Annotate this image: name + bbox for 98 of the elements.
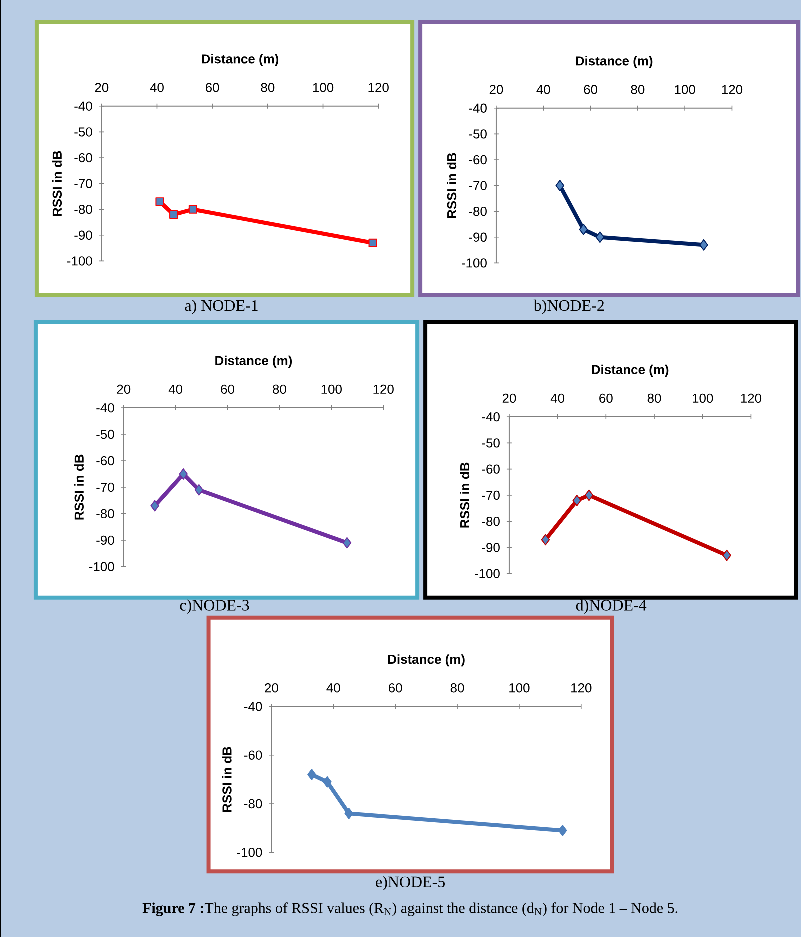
y-axis-title: RSSI in dB [460,462,470,528]
y-tick-label: -40 [469,104,487,113]
x-tick-label: 60 [221,384,234,394]
y-tick-label: -60 [244,750,262,760]
y-tick-label: -100 [89,562,114,572]
x-tick-label: 40 [150,83,164,92]
x-tick-label: 60 [584,85,598,94]
y-tick-label: -40 [96,403,114,413]
y-tick-label: -50 [469,130,487,139]
text: e)NODE-5 [376,876,445,891]
x-tick-label: 100 [510,684,530,693]
y-tick-label: -90 [96,536,114,546]
point [579,224,588,236]
point [558,825,568,836]
x-tick-label: 20 [95,83,109,92]
point [169,210,178,220]
y-tick-label: -100 [462,258,487,268]
x-tick-label: 120 [571,684,592,693]
y-tick-label: -80 [482,517,500,526]
x-tick-label: 80 [631,85,645,94]
x-tick-label: 60 [600,394,613,404]
point [344,808,354,820]
y-tick-label: -80 [74,205,92,214]
y-tick-label: -90 [482,543,500,552]
x-tick-label: 120 [741,394,762,404]
x-tick-label: 100 [692,394,714,404]
y-tick-label: -70 [469,181,487,190]
x-tick-label: 40 [168,384,182,394]
y-tick-label: -50 [96,430,114,440]
y-tick-label: -60 [482,464,500,474]
x-tick-label: 20 [265,684,278,693]
x-tick-label: 120 [374,384,394,394]
x-axis-title: Distance (m) [202,54,278,66]
point [699,239,708,251]
point [722,550,732,562]
point [596,232,605,244]
point [156,198,164,206]
x-tick-label: 40 [550,394,564,404]
text: a) NODE-1 [185,300,258,314]
point [556,180,564,192]
x-tick-label: 120 [722,85,742,94]
y-tick-label: -70 [74,179,92,188]
y-axis-title: RSSI in dB [74,454,84,520]
text: c)NODE-3 [180,600,250,614]
x-tick-label: 20 [490,85,504,94]
y-tick-label: -80 [96,509,114,519]
x-tick-label: 80 [272,384,286,394]
x-axis-title: Distance (m) [216,356,292,368]
x-tick-label: 40 [326,684,340,693]
x-tick-label: 80 [450,684,464,693]
point [194,484,204,496]
x-tick-label: 20 [502,394,516,404]
y-tick-label: -40 [74,102,92,111]
y-tick-label: -40 [482,412,500,422]
y-tick-label: -100 [67,256,92,266]
x-tick-label: 80 [261,83,275,92]
y-tick-label: -100 [237,848,262,858]
x-tick-label: 20 [117,384,131,394]
point [368,238,378,248]
text: b)NODE-2 [534,300,604,314]
point [572,495,582,506]
y-tick-label: -50 [482,438,500,448]
y-tick-label: -80 [469,207,487,216]
y-axis-title: RSSI in dB [222,747,232,812]
x-tick-label: 100 [313,83,334,92]
x-tick-label: 100 [675,85,696,94]
point [322,776,332,788]
text: d)NODE-4 [576,600,647,614]
text: Figure 7 :The graphs of RSSI values (R$_{N}$) against the distance (d$_{N}$) for Node 1 – Node 5. [142,902,678,916]
point [179,468,188,480]
y-axis-title: RSSI in dB [446,153,457,218]
x-axis-title: Distance (m) [576,56,653,68]
x-tick-label: 100 [322,384,342,394]
point [584,490,594,502]
y-tick-label: -70 [96,482,114,492]
y-tick-label: -40 [244,702,262,712]
y-tick-label: -60 [74,153,92,163]
y-tick-label: -100 [474,569,500,578]
point [150,500,160,512]
point [342,537,352,549]
y-tick-label: -80 [244,799,262,809]
x-tick-label: 60 [388,684,402,693]
y-tick-label: -90 [74,230,92,240]
x-axis-title: Distance (m) [592,364,669,377]
x-tick-label: 60 [206,83,220,92]
point [541,534,550,546]
y-tick-label: -60 [96,456,114,466]
x-axis-title: Distance (m) [388,654,465,667]
y-tick-label: -60 [469,155,487,165]
x-tick-label: 40 [536,85,550,94]
y-axis-title: RSSI in dB [52,151,62,216]
y-tick-label: -70 [482,490,500,500]
y-tick-label: -50 [74,128,92,137]
point [308,769,316,780]
x-tick-label: 120 [368,83,389,92]
point [188,205,198,214]
x-tick-label: 80 [648,394,662,404]
y-tick-label: -90 [469,232,487,242]
